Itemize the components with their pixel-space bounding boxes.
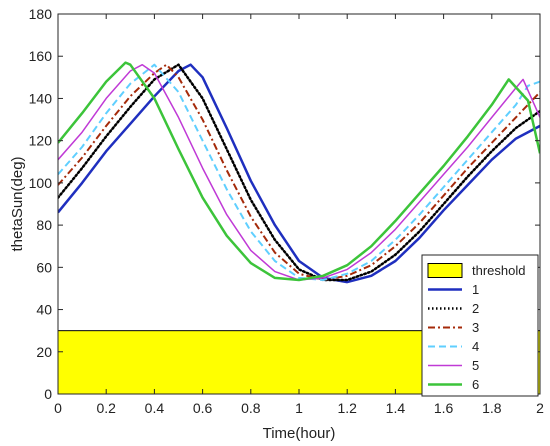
series-line-6	[58, 61, 540, 282]
y-tick-label: 80	[36, 217, 52, 233]
x-tick-label: 1.8	[482, 400, 502, 416]
legend-label-3: 3	[472, 320, 479, 335]
x-tick-label: 1	[295, 400, 303, 416]
x-tick-label: 1.2	[337, 400, 357, 416]
y-tick-label: 100	[29, 175, 53, 191]
y-tick-label: 40	[36, 302, 52, 318]
legend-swatch-threshold	[427, 263, 463, 278]
y-axis-title: thetaSun(deg)	[9, 156, 26, 251]
y-tick-label: 140	[29, 90, 53, 106]
series-line-1	[58, 63, 540, 284]
y-tick-label: 60	[36, 259, 52, 275]
legend-label-4: 4	[472, 339, 479, 354]
legend-label-5: 5	[472, 358, 479, 373]
x-tick-label: 0.8	[241, 400, 261, 416]
x-tick-label: 2	[536, 400, 544, 416]
series-layer	[58, 61, 540, 284]
y-tick-label: 20	[36, 344, 52, 360]
y-tick-label: 180	[29, 6, 53, 22]
x-tick-label: 0.2	[96, 400, 116, 416]
y-tick-label: 160	[29, 48, 53, 64]
x-tick-label: 1.6	[434, 400, 454, 416]
legend-label-1: 1	[472, 282, 479, 297]
y-tick-label: 120	[29, 133, 53, 149]
x-tick-label: 0.6	[193, 400, 213, 416]
legend-label-threshold: threshold	[472, 263, 525, 278]
legend-box	[421, 254, 539, 397]
legend-label-6: 6	[472, 377, 479, 392]
legend: threshold 1 2 3 4 5 6	[421, 254, 539, 397]
series-line-2	[58, 63, 540, 282]
ticks-layer: 0 0.2 0.4 0.6 0.8 1 1.2 1.4 1.6 1.8 20204060801001…	[29, 6, 544, 416]
x-tick-label: 1.4	[386, 400, 406, 416]
x-tick-label: 0.4	[145, 400, 165, 416]
x-axis-title: Time(hour)	[263, 425, 336, 442]
y-tick-label: 0	[44, 386, 52, 402]
series-line-3	[58, 63, 540, 281]
x-tick-label: 0	[54, 400, 62, 416]
legend-label-2: 2	[472, 301, 479, 316]
